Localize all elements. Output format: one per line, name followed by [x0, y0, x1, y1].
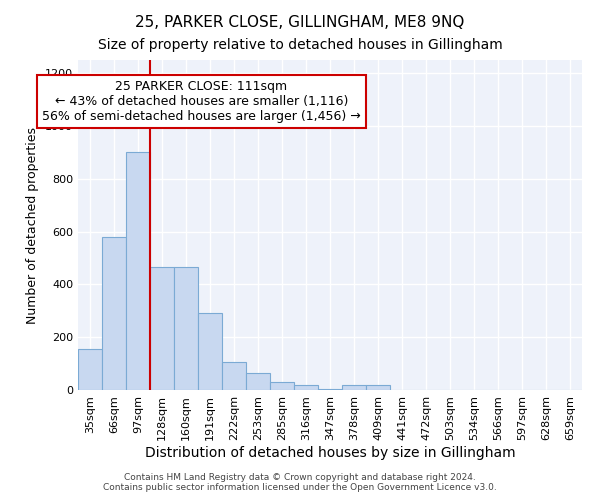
Bar	[318, 388, 342, 390]
Bar	[222, 362, 246, 390]
Bar	[102, 237, 126, 390]
Bar	[78, 349, 102, 390]
Text: 25 PARKER CLOSE: 111sqm
← 43% of detached houses are smaller (1,116)
56% of semi: 25 PARKER CLOSE: 111sqm ← 43% of detache…	[42, 80, 361, 123]
X-axis label: Distribution of detached houses by size in Gillingham: Distribution of detached houses by size …	[145, 446, 515, 460]
Bar	[270, 382, 294, 390]
Bar	[198, 314, 222, 390]
Y-axis label: Number of detached properties: Number of detached properties	[26, 126, 40, 324]
Text: Contains HM Land Registry data © Crown copyright and database right 2024.
Contai: Contains HM Land Registry data © Crown c…	[103, 473, 497, 492]
Bar	[246, 373, 270, 390]
Text: 25, PARKER CLOSE, GILLINGHAM, ME8 9NQ: 25, PARKER CLOSE, GILLINGHAM, ME8 9NQ	[136, 15, 464, 30]
Bar	[126, 152, 150, 390]
Bar	[366, 384, 390, 390]
Bar	[150, 267, 174, 390]
Bar	[342, 384, 366, 390]
Text: Size of property relative to detached houses in Gillingham: Size of property relative to detached ho…	[98, 38, 502, 52]
Bar	[174, 267, 198, 390]
Bar	[294, 384, 318, 390]
